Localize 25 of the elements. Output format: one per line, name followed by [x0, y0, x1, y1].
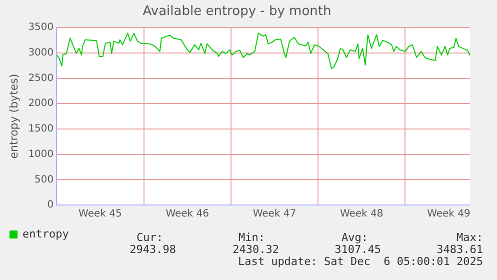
x-tick-label: Week 48: [340, 208, 384, 220]
y-tick-label: 0: [47, 200, 54, 211]
y-tick-label: 2500: [28, 72, 54, 84]
y-tick-label: 1000: [28, 148, 54, 160]
x-tick-label: Week 45: [78, 208, 122, 220]
x-tick-label: Week 49: [427, 208, 470, 220]
text: Min:: [238, 231, 265, 244]
text: 2430.32: [232, 243, 279, 256]
text: 3107.45: [334, 243, 381, 256]
y-tick-label: 1500: [28, 124, 54, 135]
x-tick-label: Week 46: [166, 208, 209, 220]
y-tick-label: 3000: [28, 48, 54, 59]
y-tick-label: 500: [34, 174, 54, 186]
text: Cur:: [136, 231, 163, 244]
y-tick-label: 3500: [28, 22, 54, 34]
text: Last update: Sat Dec 6 05:00:01 2025: [238, 255, 483, 268]
y-tick-label: 2000: [28, 98, 54, 110]
x-tick-label: Week 47: [252, 208, 296, 220]
text: Max:: [456, 231, 483, 244]
text: 3483.61: [436, 243, 483, 256]
chart-title: Available entropy - by month: [142, 4, 332, 20]
text: Avg:: [342, 231, 368, 244]
y-axis-title: entropy (bytes): [7, 74, 20, 159]
legend-label: entropy: [22, 227, 70, 240]
text: 2943.98: [130, 243, 176, 256]
